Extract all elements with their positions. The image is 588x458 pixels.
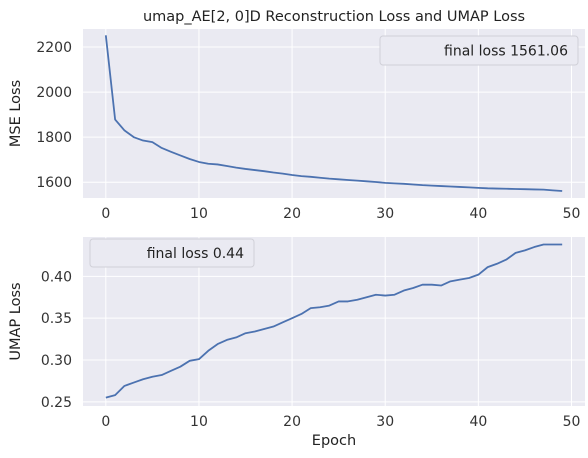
x-tick-label: 30 [376,206,394,222]
x-tick-label: 20 [283,206,301,222]
series-line [104,35,563,192]
x-tick-label: 40 [469,206,487,222]
x-tick-label: 50 [563,206,581,222]
x-axis-label: Epoch [312,433,356,449]
legend-entry: final loss 1561.06 [444,44,568,60]
legend-box [379,35,579,66]
y-tick-label: 2200 [36,40,72,56]
x-tick-label: 0 [101,206,110,222]
legend-box [89,238,255,268]
y-axis-label: UMAP Loss [8,282,24,360]
y-tick-label: 0.30 [41,353,72,369]
y-tick-label: 0.25 [41,395,72,411]
series-line [105,243,563,399]
chart-title: umap_AE[2, 0]D Reconstruction Loss and U… [143,9,525,25]
x-tick-label: 40 [469,414,487,430]
y-tick-label: 1800 [36,130,72,146]
top-subplot: 0 10 20 30 40 50 1600 1800 2000 2200 final loss 15… [8,9,585,222]
x-tick-label: 0 [101,414,110,430]
y-tick-label: 0.35 [41,311,72,327]
y-tick-label: 1600 [36,175,72,191]
legend-entry: final loss 0.44 [147,246,244,262]
x-tick-label: 10 [190,414,208,430]
x-tick-label: 30 [376,414,394,430]
x-tick-label: 20 [283,414,301,430]
y-axis-label: MSE Loss [8,80,24,147]
x-tick-label: 10 [190,206,208,222]
y-tick-label: 2000 [36,85,72,101]
x-tick-label: 50 [563,414,581,430]
y-tick-label: 0.40 [41,269,72,285]
bottom-subplot: 0 10 20 30 40 50 0.25 0.30 0.35 0.40 final loss 0.… [8,237,585,449]
